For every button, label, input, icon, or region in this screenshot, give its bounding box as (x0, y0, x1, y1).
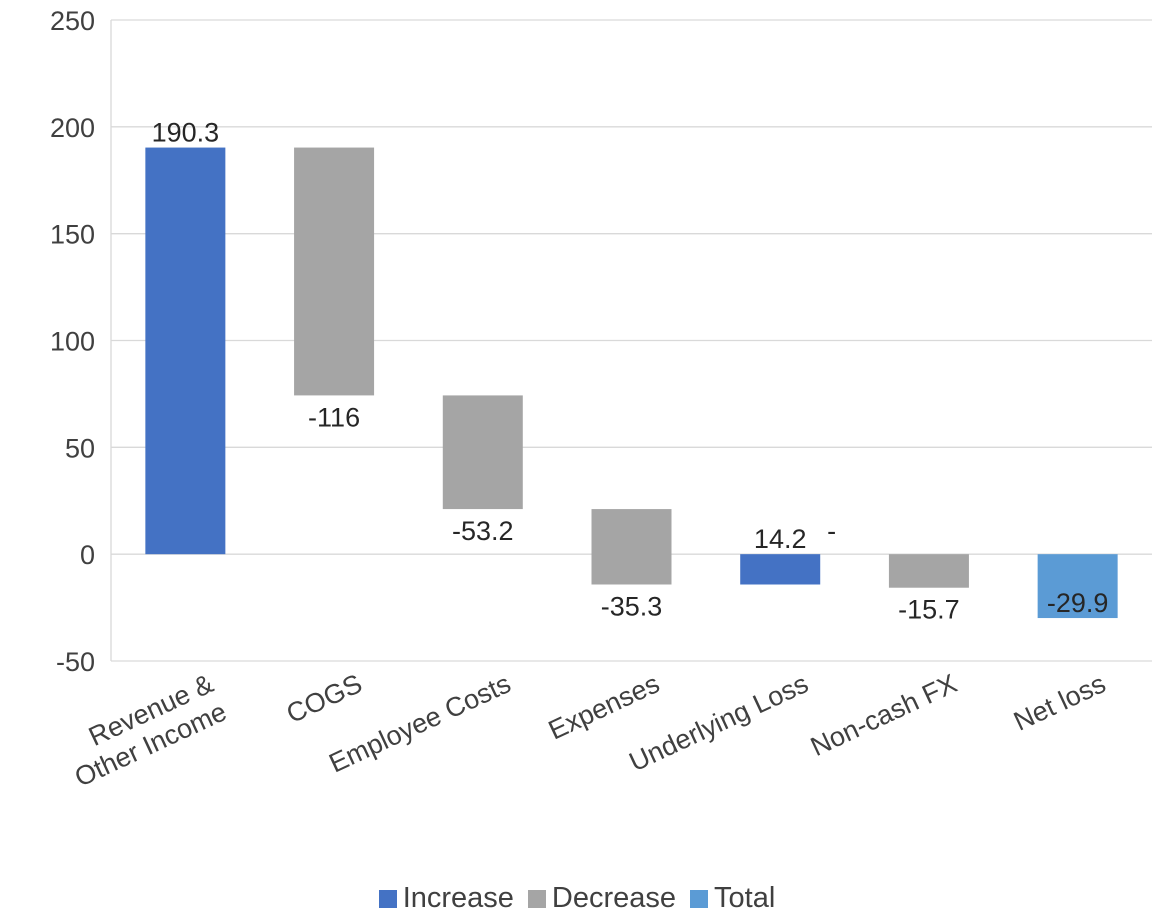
x-tick-label-0: Revenue &Other Income (57, 668, 231, 792)
legend-swatch-total (690, 889, 709, 908)
bar-1 (294, 147, 375, 396)
y-tick-label: 150 (50, 220, 95, 250)
x-tick-label-3: Expenses (544, 668, 664, 745)
annotation-dash: - (827, 516, 836, 546)
legend-swatch-decrease (527, 889, 546, 908)
legend-label-decrease: Decrease (551, 882, 677, 914)
y-tick-label: 200 (50, 113, 95, 143)
legend-item-total: Total (690, 882, 775, 915)
y-tick-label: 0 (80, 540, 95, 570)
data-label-1: -116 (308, 402, 360, 432)
bar-2 (442, 395, 523, 510)
data-label-6: -29.9 (1047, 588, 1109, 618)
x-tick-label-1: COGS (282, 668, 367, 729)
legend-item-decrease: Decrease (527, 882, 677, 915)
y-tick-label: 250 (50, 6, 95, 36)
x-tick-label-6: Net loss (1009, 668, 1110, 736)
data-label-5: -15.7 (898, 595, 960, 625)
bar-5 (888, 554, 969, 588)
x-tick-label-line: Expenses (544, 668, 664, 745)
y-tick-label: 50 (65, 433, 95, 463)
x-tick-label-line: Non-cash FX (806, 668, 961, 762)
legend-label-total: Total (714, 882, 776, 914)
x-tick-label-5: Non-cash FX (806, 668, 961, 762)
data-label-4: 14.2 (754, 524, 807, 554)
bar-6 (1037, 554, 1118, 619)
bar-3 (591, 509, 672, 585)
data-label-0: 190.3 (152, 118, 220, 148)
y-tick-label: 100 (50, 327, 95, 357)
legend-label-increase: Increase (402, 882, 514, 914)
bar-0 (145, 147, 226, 555)
bar-4 (740, 554, 821, 585)
x-tick-label-line: COGS (282, 668, 367, 729)
legend-item-increase: Increase (378, 882, 514, 915)
data-label-3: -35.3 (601, 592, 663, 622)
waterfall-chart: -50 0 50 100 150 200 250 190.3 -116 -53.2 -35.3 14.… (50, 6, 1152, 793)
data-label-2: -53.2 (452, 516, 514, 546)
legend-swatch-increase (378, 889, 397, 908)
x-tick-label-line: Net loss (1009, 668, 1110, 736)
chart-legend: Increase Decrease Total (0, 882, 1154, 915)
y-tick-label: -50 (56, 647, 95, 677)
